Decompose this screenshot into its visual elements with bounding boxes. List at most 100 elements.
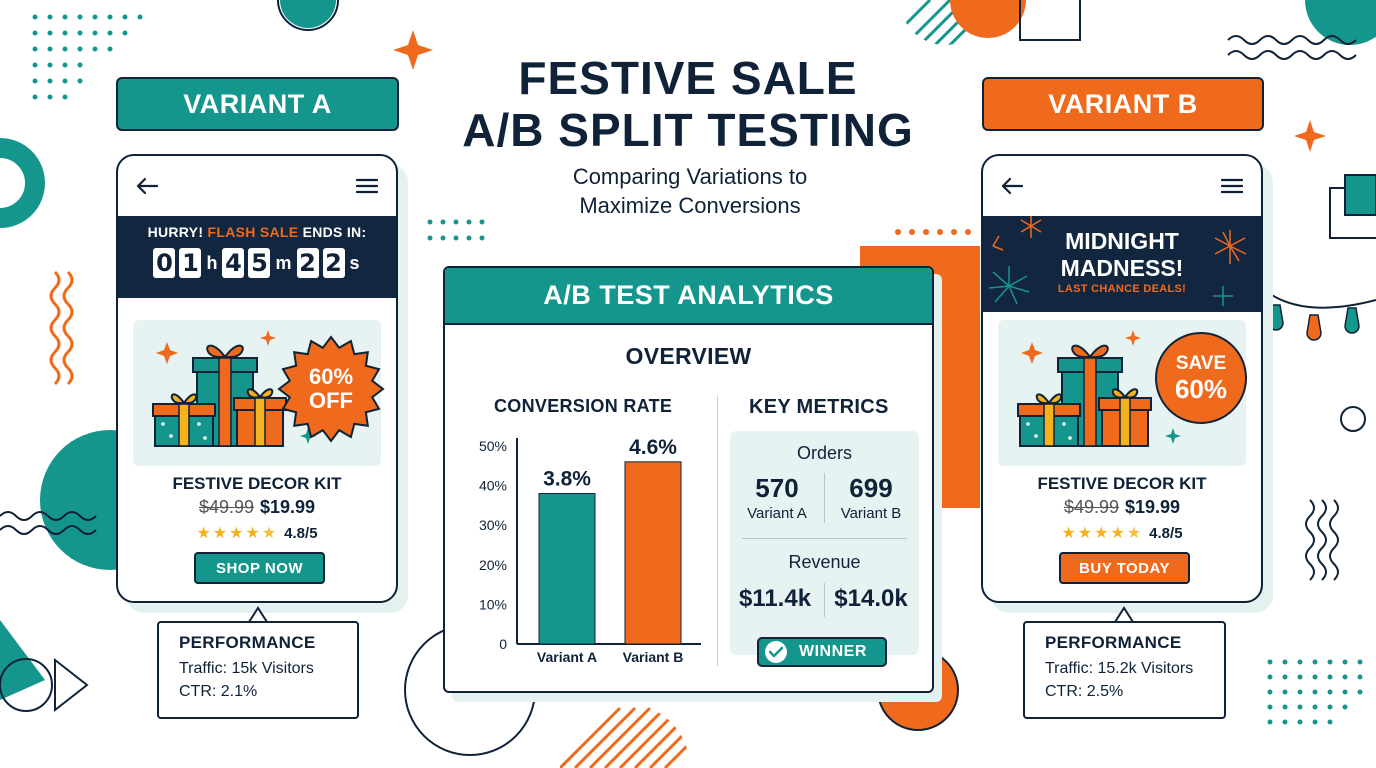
back-arrow-icon[interactable]: [1001, 177, 1023, 195]
variant-a-phone-mockup: HURRY! FLASH SALE ENDS IN: 0 1 h 4 5 m 2…: [116, 154, 398, 603]
banner-subline: LAST CHANCE DEALS!: [1057, 283, 1187, 295]
countdown-digit: 1: [179, 248, 202, 278]
variant-a-tag: VARIANT A: [116, 77, 399, 131]
banner-suffix: ENDS IN:: [298, 224, 367, 240]
revenue-b-value: $14.0k: [834, 585, 908, 612]
star-icon: ★: [1077, 524, 1093, 542]
y-tick-label: 10%: [479, 596, 507, 612]
revenue-label: Revenue: [788, 552, 861, 572]
star-icon: ★: [1094, 524, 1109, 542]
product-name: FESTIVE DECOR KIT: [1037, 474, 1207, 493]
star-icon: ★: [196, 524, 211, 542]
buy-today-button[interactable]: BUY TODAY: [1059, 552, 1190, 584]
orders-a-label: Variant A: [747, 505, 807, 522]
bar-value-label: 4.6%: [629, 436, 677, 459]
countdown-unit: m: [275, 253, 292, 273]
save-line-2: 60%: [1174, 374, 1228, 404]
orders-b-label: Variant B: [840, 505, 902, 522]
banner-headline: MIDNIGHT MADNESS!: [983, 228, 1261, 282]
y-tick-label: 30%: [479, 517, 507, 533]
starburst-badge-shape: [277, 335, 385, 443]
hamburger-menu-icon[interactable]: [356, 178, 378, 194]
variant-a-performance-box: PERFORMANCE Traffic: 15k Visitors CTR: 2…: [157, 621, 359, 719]
variant-b-performance-box: PERFORMANCE Traffic: 15.2k Visitors CTR:…: [1023, 621, 1226, 719]
metric-separator: [824, 583, 825, 617]
phone-b-top-bar: [983, 156, 1261, 216]
orders-label: Orders: [796, 443, 852, 463]
save-text: SAVE 60%: [1175, 353, 1227, 403]
old-price: $49.99: [198, 497, 254, 517]
title-line-1: FESTIVE SALE: [518, 52, 858, 104]
orders-a-value: 570: [755, 473, 799, 503]
winner-label: WINNER: [799, 643, 867, 660]
half-star-icon: ★: [261, 524, 277, 542]
banner-prefix: HURRY!: [147, 224, 208, 240]
subtitle-line-1: Comparing Variations to: [572, 164, 808, 189]
countdown-digit: 5: [248, 248, 271, 278]
gift-boxes-icon: [1017, 330, 1181, 447]
x-tick-label: Variant B: [623, 649, 684, 665]
conversion-rate-title: CONVERSION RATE: [494, 396, 673, 416]
metric-divider: [742, 538, 907, 539]
y-tick-label: 0: [499, 636, 507, 652]
bar-variant-b: [624, 461, 682, 645]
performance-title: PERFORMANCE: [179, 633, 316, 652]
variant-b-phone-mockup: MIDNIGHT MADNESS! LAST CHANCE DEALS! SAV: [981, 154, 1263, 603]
back-arrow-icon[interactable]: [136, 177, 158, 195]
old-price: $49.99: [1063, 497, 1119, 517]
new-price: $19.99: [260, 497, 316, 517]
new-price: $19.99: [1125, 497, 1181, 517]
save-badge: SAVE 60%: [1155, 332, 1247, 424]
countdown-digit: 2: [296, 248, 319, 278]
gift-boxes-icon: [152, 330, 316, 447]
countdown-timer: 0 1 h 4 5 m 2 2 s: [118, 248, 396, 278]
x-tick-label: Variant A: [537, 649, 597, 665]
metric-separator: [824, 473, 825, 523]
fireworks-icon: [988, 216, 1247, 306]
title-line-2: A/B SPLIT TESTING: [462, 104, 914, 156]
banner-line-2: MADNESS!: [1060, 255, 1184, 281]
shop-now-button[interactable]: SHOP NOW: [194, 552, 325, 584]
traffic-text: Traffic: 15.2k Visitors: [1045, 660, 1194, 677]
flash-sale-text: HURRY! FLASH SALE ENDS IN:: [118, 224, 396, 240]
star-icon: ★: [212, 524, 228, 542]
countdown-digit: 2: [322, 248, 345, 278]
bar-variant-a: [538, 493, 596, 645]
discount-text: 60% OFF: [309, 365, 353, 413]
ctr-text: CTR: 2.1%: [179, 683, 258, 700]
star-icon: ★: [245, 524, 260, 542]
bar-value-label: 3.8%: [543, 468, 591, 491]
countdown-digit: 0: [153, 248, 176, 278]
variant-b-tag: VARIANT B: [982, 77, 1264, 131]
checkmark-icon: [765, 641, 787, 663]
discount-badge: 60% OFF: [276, 334, 386, 444]
ctr-text: CTR: 2.5%: [1045, 683, 1124, 700]
main-title: FESTIVE SALE A/B SPLIT TESTING: [400, 52, 976, 156]
callout-pointer: [1114, 606, 1134, 623]
banner-line-1: MIDNIGHT: [1065, 228, 1179, 254]
y-tick-label: 20%: [479, 557, 507, 573]
discount-line-1: 60%: [308, 364, 354, 389]
product-name: FESTIVE DECOR KIT: [172, 474, 342, 493]
product-rating: ★ ★ ★ ★ ★ 4.8/5: [983, 525, 1261, 542]
phone-a-top-bar: [118, 156, 396, 216]
hamburger-menu-icon[interactable]: [1221, 178, 1243, 194]
product-rating: ★ ★ ★ ★ ★ 4.8/5: [118, 525, 396, 542]
half-star-icon: ★: [1126, 524, 1142, 542]
conversion-rate-bar-chart: 0 10% 20% 30% 40% 50% 3.8% Variant A 4.6% Variant…: [479, 436, 701, 665]
product-price: $49.99 $19.99: [983, 497, 1261, 518]
key-metrics-title: KEY METRICS: [749, 396, 889, 418]
banner-flash: FLASH SALE: [207, 224, 299, 240]
rating-value: 4.8/5: [284, 525, 318, 542]
star-icon: ★: [1061, 524, 1076, 542]
subtitle-line-2: Maximize Conversions: [579, 193, 801, 218]
analytics-title: A/B TEST ANALYTICS: [445, 268, 932, 325]
panel-divider: [717, 396, 718, 666]
key-metrics-card: Orders 570 699 Variant A Variant B Reven…: [730, 431, 919, 655]
performance-title: PERFORMANCE: [1045, 633, 1182, 652]
product-price: $49.99 $19.99: [118, 497, 396, 518]
flash-sale-banner: HURRY! FLASH SALE ENDS IN: 0 1 h 4 5 m 2…: [118, 216, 396, 298]
winner-badge: WINNER: [757, 637, 887, 667]
orders-b-value: 699: [849, 473, 893, 503]
countdown-unit: h: [206, 253, 218, 273]
